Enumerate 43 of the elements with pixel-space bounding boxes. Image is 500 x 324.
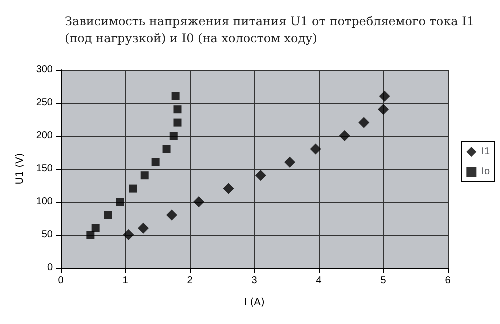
point [172, 92, 180, 100]
x-tick-label: 0 [58, 276, 64, 286]
y-tick-label: 100 [36, 196, 54, 208]
point [123, 230, 134, 240]
point [223, 183, 234, 194]
point [174, 118, 182, 127]
point [162, 145, 171, 154]
point [379, 90, 390, 102]
x-tick-label: 6 [445, 276, 452, 286]
point [255, 170, 266, 182]
point [284, 156, 296, 168]
point [194, 196, 205, 208]
point [174, 106, 182, 114]
point [378, 104, 389, 116]
point [339, 130, 350, 142]
point [358, 117, 370, 128]
point [86, 231, 95, 239]
chart-title: Зависимость напряжения питания U1 от потребляемого тока I1 (под нагрузкой) и I0 (на холостом ходу) [65, 14, 474, 46]
legend-label: Io [482, 166, 490, 178]
x-tick-label: 4 [316, 276, 322, 286]
y-tick-label: 0 [47, 262, 54, 274]
y-axis-title: U1 (V) [14, 153, 26, 185]
point [129, 184, 138, 193]
x-tick-label: 1 [122, 276, 129, 286]
point [170, 132, 178, 140]
x-axis-title: I (A) [244, 298, 265, 308]
point [92, 224, 100, 232]
point [140, 172, 149, 180]
y-tick-label: 150 [36, 164, 54, 174]
legend-label: I1 [482, 146, 490, 158]
x-tick-label: 5 [380, 276, 387, 286]
point [104, 211, 112, 220]
point [152, 158, 160, 166]
point [310, 144, 322, 155]
y-tick-label: 200 [36, 130, 54, 142]
point [116, 198, 124, 206]
y-tick-label: 300 [36, 64, 54, 76]
point [166, 210, 178, 221]
y-tick-label: 250 [36, 98, 54, 108]
y-tick-label: 50 [42, 230, 54, 240]
x-tick-label: 2 [187, 276, 194, 286]
x-tick-label: 3 [252, 276, 258, 286]
point [138, 222, 150, 234]
